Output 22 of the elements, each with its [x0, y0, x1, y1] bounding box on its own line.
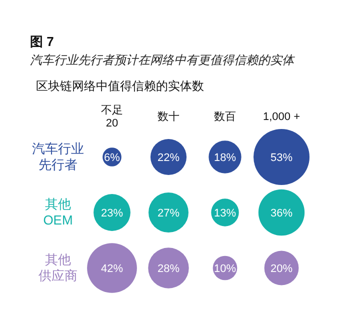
data-label: 36% [270, 208, 293, 220]
series-label: 其他OEM [43, 196, 73, 228]
data-label: 28% [157, 263, 180, 275]
series-label: 汽车行业先行者 [32, 141, 84, 172]
category-label: 1,000 + [262, 111, 300, 123]
data-label: 27% [157, 208, 180, 220]
data-label: 13% [214, 208, 236, 220]
text: 汽车行业先行者预计在网络中有更值得信赖的实体 [30, 53, 296, 67]
data-label: 23% [100, 208, 124, 220]
text: 图 7 [30, 34, 54, 49]
text: 区块链网络中值得信赖的实体数 [36, 79, 204, 93]
data-label: 20% [270, 263, 293, 275]
category-label: 数百 [214, 111, 236, 123]
category-label: 不足 20 [101, 104, 123, 130]
data-label: 42% [100, 263, 124, 275]
data-label: 6% [104, 152, 120, 164]
data-label: 22% [157, 152, 180, 164]
series-label: 其他供应商 [38, 252, 78, 283]
data-label: 10% [214, 263, 236, 275]
data-label: 18% [214, 152, 236, 164]
category-label: 数十 [158, 110, 180, 123]
data-label: 53% [270, 152, 293, 164]
